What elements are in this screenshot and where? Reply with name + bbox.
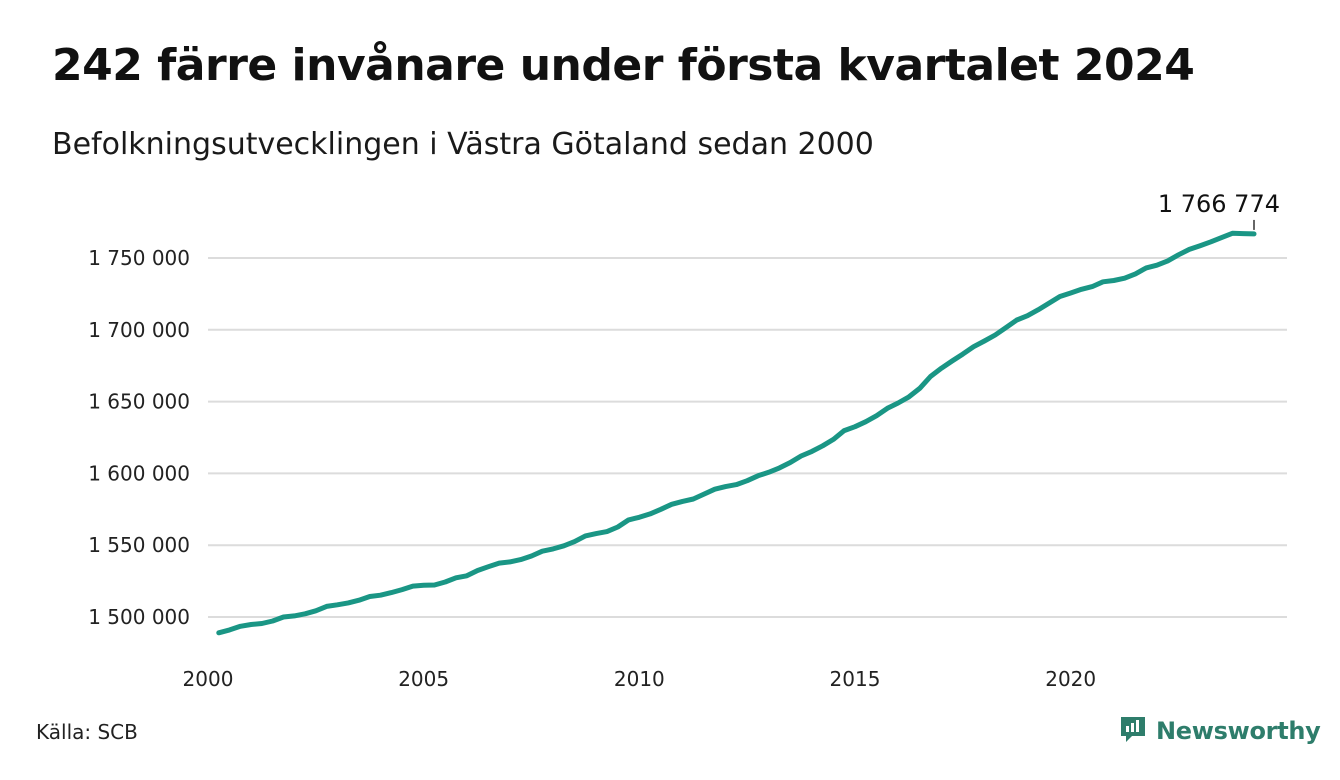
end-annotation: 1 766 774 bbox=[1158, 190, 1280, 230]
y-tick-label: 1 600 000 bbox=[88, 461, 190, 485]
y-axis-tick-labels: 1 500 000 1 550 000 1 600 000 1 650 000 1 70… bbox=[88, 246, 190, 629]
y-tick-label: 1 750 000 bbox=[88, 246, 190, 270]
x-tick-label: 2005 bbox=[398, 667, 449, 691]
gridlines bbox=[208, 257, 1287, 618]
series-line bbox=[216, 230, 1257, 636]
line-chart: 1 500 000 1 550 000 1 600 000 1 650 000 1 70… bbox=[88, 190, 1287, 691]
x-tick-label: 2015 bbox=[830, 667, 881, 691]
brand-name: Newsworthy bbox=[1156, 717, 1321, 745]
series-population bbox=[216, 230, 1257, 636]
end-value-label: 1 766 774 bbox=[1158, 190, 1280, 218]
y-tick-label: 1 500 000 bbox=[88, 605, 190, 629]
brand-logo: Newsworthy bbox=[1118, 714, 1321, 748]
y-tick-label: 1 550 000 bbox=[88, 533, 190, 557]
chart-subtitle: Befolkningsutvecklingen i Västra Götalan… bbox=[52, 127, 874, 162]
source-note: Källa: SCB bbox=[36, 720, 138, 744]
chart-title: 242 färre invånare under första kvartale… bbox=[52, 40, 1195, 91]
y-tick-label: 1 700 000 bbox=[88, 318, 190, 342]
y-tick-label: 1 650 000 bbox=[88, 390, 190, 414]
x-axis-tick-labels: 2000 2005 2010 2015 2020 bbox=[183, 667, 1097, 691]
x-tick-label: 2000 bbox=[183, 667, 234, 691]
x-tick-label: 2020 bbox=[1045, 667, 1096, 691]
x-tick-label: 2010 bbox=[614, 667, 665, 691]
newsworthy-logo-icon bbox=[1118, 714, 1148, 748]
